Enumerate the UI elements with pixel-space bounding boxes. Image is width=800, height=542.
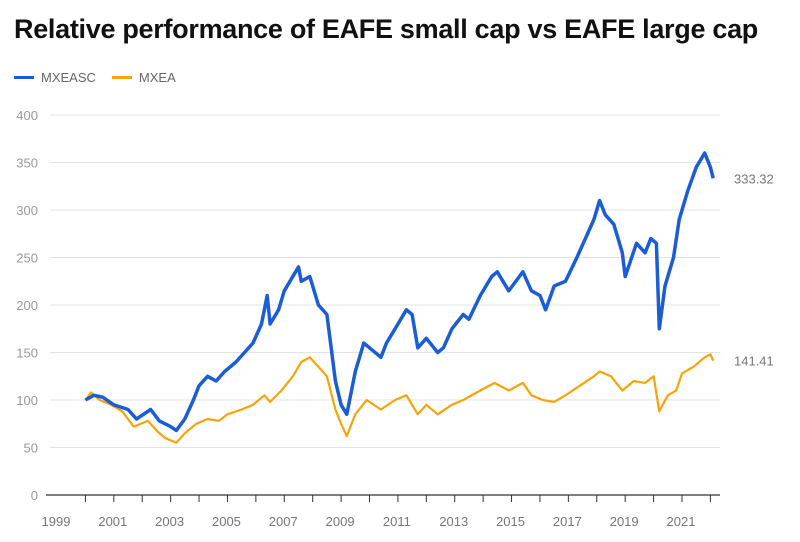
legend-swatch bbox=[111, 76, 132, 79]
x-tick-label: 2013 bbox=[439, 514, 468, 529]
x-tick-label: 2019 bbox=[610, 514, 639, 529]
y-tick-label: 200 bbox=[16, 298, 38, 313]
legend-label: MXEASC bbox=[41, 70, 96, 85]
y-tick-label: 0 bbox=[31, 488, 38, 503]
legend-swatch bbox=[14, 76, 34, 79]
y-tick-label: 100 bbox=[16, 393, 38, 408]
end-value-label: 333.32 bbox=[734, 171, 774, 186]
y-tick-label: 350 bbox=[16, 156, 38, 171]
y-tick-label: 150 bbox=[16, 346, 38, 361]
y-tick-label: 400 bbox=[16, 108, 38, 123]
x-tick-label: 2005 bbox=[212, 514, 241, 529]
x-tick-label: 2011 bbox=[383, 514, 411, 529]
legend-item-mxea: MXEA bbox=[111, 70, 176, 85]
y-tick-label: 50 bbox=[24, 441, 38, 456]
x-tick-label: 2021 bbox=[667, 514, 696, 529]
legend: MXEASC MXEA bbox=[14, 70, 176, 85]
series-line-mxea bbox=[84, 353, 715, 444]
x-tick-label: 2015 bbox=[496, 514, 525, 529]
end-value-label: 141.41 bbox=[734, 354, 774, 369]
legend-item-mxeasc: MXEASC bbox=[14, 70, 96, 85]
x-tick-label: 2009 bbox=[326, 514, 355, 529]
y-tick-label: 300 bbox=[16, 203, 38, 218]
x-tick-label: 2001 bbox=[98, 514, 127, 529]
x-tick-label: 2017 bbox=[553, 514, 582, 529]
chart-title: Relative performance of EAFE small cap v… bbox=[14, 14, 758, 44]
series-line-mxeasc bbox=[84, 151, 715, 433]
x-tick-label: 2007 bbox=[269, 514, 298, 529]
x-tick-label: 1999 bbox=[42, 514, 71, 529]
legend-label: MXEA bbox=[138, 70, 176, 85]
y-tick-label: 250 bbox=[16, 251, 38, 266]
x-tick-label: 2003 bbox=[155, 514, 184, 529]
